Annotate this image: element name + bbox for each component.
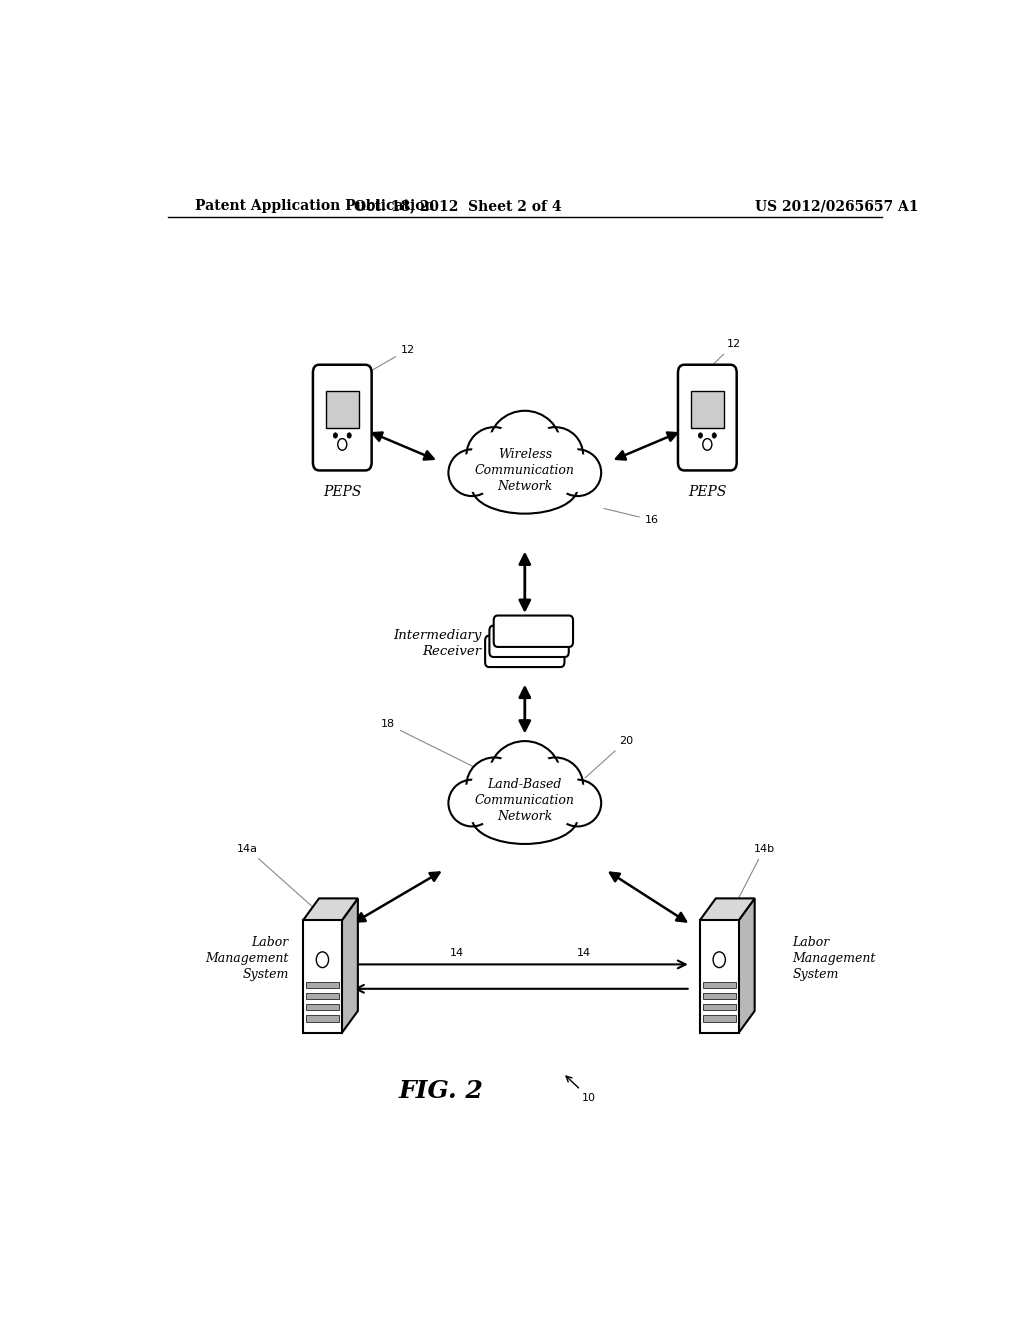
Text: Labor
Management
System: Labor Management System bbox=[206, 936, 289, 981]
Polygon shape bbox=[699, 899, 755, 920]
Ellipse shape bbox=[496, 417, 554, 475]
Circle shape bbox=[712, 433, 717, 438]
Bar bbox=[702, 982, 736, 987]
Polygon shape bbox=[303, 899, 357, 920]
Text: Land-Based
Communication
Network: Land-Based Communication Network bbox=[475, 779, 574, 824]
Text: US 2012/0265657 A1: US 2012/0265657 A1 bbox=[755, 199, 919, 213]
Ellipse shape bbox=[472, 462, 578, 513]
Ellipse shape bbox=[453, 784, 492, 822]
Bar bbox=[326, 391, 358, 428]
Circle shape bbox=[316, 952, 329, 968]
Text: Oct. 18, 2012  Sheet 2 of 4: Oct. 18, 2012 Sheet 2 of 4 bbox=[353, 199, 561, 213]
Text: PEPS: PEPS bbox=[324, 484, 361, 499]
Text: 14a: 14a bbox=[238, 843, 311, 906]
Ellipse shape bbox=[449, 780, 496, 826]
Text: 16: 16 bbox=[604, 508, 658, 525]
Bar bbox=[702, 1005, 736, 1010]
Ellipse shape bbox=[453, 454, 492, 492]
Ellipse shape bbox=[488, 741, 561, 812]
Text: 14: 14 bbox=[451, 948, 465, 958]
Text: PEPS: PEPS bbox=[688, 484, 726, 499]
Bar bbox=[699, 920, 738, 1032]
Circle shape bbox=[713, 952, 725, 968]
FancyBboxPatch shape bbox=[489, 626, 568, 657]
Circle shape bbox=[698, 433, 702, 438]
Text: 14: 14 bbox=[578, 948, 592, 958]
Text: Patent Application Publication: Patent Application Publication bbox=[196, 199, 435, 213]
Bar bbox=[702, 1015, 736, 1022]
Circle shape bbox=[333, 433, 338, 438]
Ellipse shape bbox=[449, 449, 496, 496]
Circle shape bbox=[347, 433, 351, 438]
FancyBboxPatch shape bbox=[678, 364, 736, 470]
Circle shape bbox=[702, 438, 712, 450]
Bar bbox=[306, 982, 339, 987]
FancyBboxPatch shape bbox=[494, 615, 573, 647]
Text: Wireless
Communication
Network: Wireless Communication Network bbox=[475, 447, 574, 492]
Polygon shape bbox=[738, 899, 755, 1032]
FancyBboxPatch shape bbox=[485, 636, 564, 667]
Ellipse shape bbox=[496, 747, 554, 805]
Text: 14b: 14b bbox=[735, 843, 774, 906]
Polygon shape bbox=[342, 899, 357, 1032]
Ellipse shape bbox=[558, 454, 597, 492]
Ellipse shape bbox=[532, 432, 579, 478]
Ellipse shape bbox=[481, 797, 568, 840]
FancyBboxPatch shape bbox=[313, 364, 372, 470]
Ellipse shape bbox=[527, 758, 583, 813]
Ellipse shape bbox=[472, 792, 578, 843]
Ellipse shape bbox=[558, 784, 597, 822]
Bar bbox=[702, 993, 736, 999]
Text: 10: 10 bbox=[566, 1076, 596, 1102]
Ellipse shape bbox=[471, 763, 517, 809]
Ellipse shape bbox=[488, 411, 561, 480]
Text: FIG. 2: FIG. 2 bbox=[399, 1080, 484, 1104]
Ellipse shape bbox=[471, 432, 517, 478]
Bar bbox=[303, 920, 342, 1032]
Ellipse shape bbox=[467, 758, 522, 813]
Ellipse shape bbox=[467, 428, 522, 483]
Bar bbox=[306, 1005, 339, 1010]
Text: 12: 12 bbox=[367, 345, 415, 374]
Text: 20: 20 bbox=[585, 737, 633, 777]
Ellipse shape bbox=[481, 467, 568, 510]
Bar bbox=[691, 391, 724, 428]
Ellipse shape bbox=[554, 780, 601, 826]
Ellipse shape bbox=[527, 428, 583, 483]
Ellipse shape bbox=[532, 763, 579, 809]
Text: 12: 12 bbox=[705, 339, 740, 372]
Text: Labor
Management
System: Labor Management System bbox=[793, 936, 876, 981]
Circle shape bbox=[338, 438, 347, 450]
Bar bbox=[306, 1015, 339, 1022]
Ellipse shape bbox=[554, 449, 601, 496]
Text: 18: 18 bbox=[381, 719, 474, 767]
Text: Intermediary
Receiver: Intermediary Receiver bbox=[393, 628, 481, 657]
Bar bbox=[306, 993, 339, 999]
